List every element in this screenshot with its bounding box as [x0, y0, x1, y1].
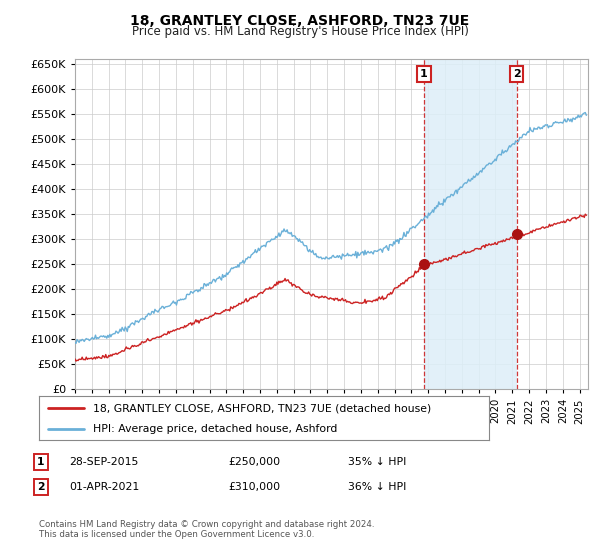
Bar — [424, 59, 517, 389]
Text: 1: 1 — [37, 457, 44, 467]
Text: Price paid vs. HM Land Registry's House Price Index (HPI): Price paid vs. HM Land Registry's House … — [131, 25, 469, 38]
Text: 28-SEP-2015: 28-SEP-2015 — [69, 457, 139, 467]
Text: HPI: Average price, detached house, Ashford: HPI: Average price, detached house, Ashf… — [93, 424, 337, 433]
Text: £250,000: £250,000 — [228, 457, 280, 467]
Text: Contains HM Land Registry data © Crown copyright and database right 2024.
This d: Contains HM Land Registry data © Crown c… — [39, 520, 374, 539]
Text: £310,000: £310,000 — [228, 482, 280, 492]
Text: 18, GRANTLEY CLOSE, ASHFORD, TN23 7UE: 18, GRANTLEY CLOSE, ASHFORD, TN23 7UE — [130, 14, 470, 28]
Text: 36% ↓ HPI: 36% ↓ HPI — [348, 482, 406, 492]
Text: 35% ↓ HPI: 35% ↓ HPI — [348, 457, 406, 467]
Text: 2: 2 — [512, 69, 520, 79]
Text: 18, GRANTLEY CLOSE, ASHFORD, TN23 7UE (detached house): 18, GRANTLEY CLOSE, ASHFORD, TN23 7UE (d… — [93, 403, 431, 413]
Text: 2: 2 — [37, 482, 44, 492]
Text: 01-APR-2021: 01-APR-2021 — [69, 482, 139, 492]
Text: 1: 1 — [420, 69, 428, 79]
